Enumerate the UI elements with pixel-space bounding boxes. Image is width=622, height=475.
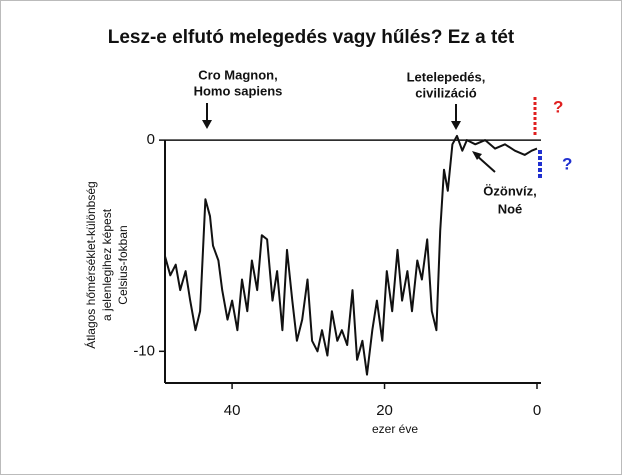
y-axis-label: Átlagos hőmérséklet-különbség bbox=[83, 181, 98, 348]
y-tick-label: -10 bbox=[133, 342, 155, 359]
annotation: Cro Magnon, bbox=[198, 67, 277, 82]
x-tick-label: 0 bbox=[533, 402, 541, 419]
chart-title: Lesz-e elfutó melegedés vagy hűlés? Ez a… bbox=[108, 27, 515, 48]
x-tick-label: 20 bbox=[376, 402, 393, 419]
annotation: Homo sapiens bbox=[194, 83, 283, 98]
arrow-head bbox=[202, 120, 212, 129]
arrow-head bbox=[472, 151, 482, 160]
x-tick-label: 40 bbox=[224, 402, 241, 419]
y-tick-label: 0 bbox=[147, 131, 155, 148]
annotation: Letelepedés, bbox=[407, 69, 486, 84]
annotation: ? bbox=[553, 97, 563, 116]
y-axis-label: Celsius-fokban bbox=[116, 225, 130, 304]
arrow-head bbox=[451, 121, 461, 130]
annotation: Özönvíz, bbox=[483, 183, 536, 198]
annotation: ? bbox=[562, 154, 572, 173]
annotation: Noé bbox=[498, 201, 523, 216]
arrow bbox=[475, 154, 496, 173]
data-line bbox=[164, 134, 538, 376]
annotation: civilizáció bbox=[415, 85, 476, 100]
x-axis-label: ezer éve bbox=[372, 422, 418, 436]
y-axis-label: a jelenlegihez képest bbox=[100, 208, 114, 321]
